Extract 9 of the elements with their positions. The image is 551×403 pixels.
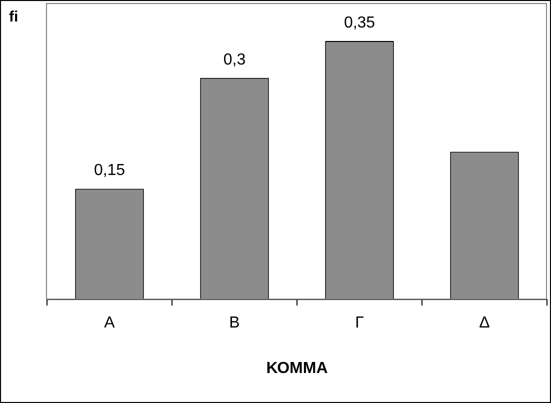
y-axis-title: fi <box>9 8 18 26</box>
x-tick-label: Α <box>104 314 116 332</box>
x-axis-title: ΚΟΜΜΑ <box>266 360 328 377</box>
x-tick-label: Β <box>229 314 240 332</box>
x-tick-label: Δ <box>479 314 490 332</box>
data-label: 0,15 <box>94 162 126 180</box>
x-tick-label: Γ <box>355 314 364 332</box>
data-label: 0,3 <box>223 51 246 68</box>
data-label: 0,35 <box>344 14 376 32</box>
